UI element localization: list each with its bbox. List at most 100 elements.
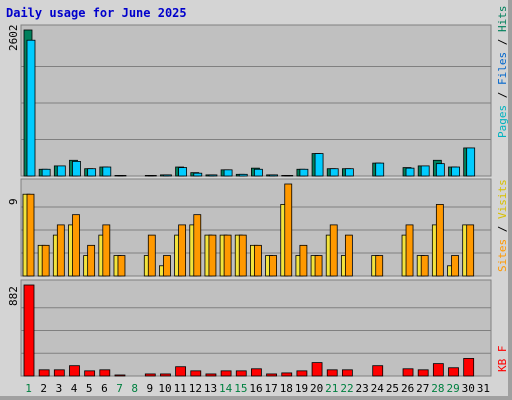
- files-bar: [254, 168, 263, 177]
- files-bar: [466, 147, 476, 177]
- files-bar: [314, 153, 324, 177]
- day-label: 21: [325, 382, 338, 395]
- kbytes-bar: [417, 369, 429, 377]
- day-label: 31: [477, 382, 490, 395]
- files-bar: [208, 174, 218, 177]
- kbytes-bar: [114, 374, 126, 377]
- sites-bar: [26, 193, 35, 277]
- kbytes-bar: [144, 373, 156, 377]
- sites-bar: [147, 234, 156, 277]
- legend-label: KB F: [496, 346, 509, 373]
- day-label: 25: [386, 382, 399, 395]
- sites-bar: [451, 255, 459, 277]
- day-label: 16: [249, 382, 262, 395]
- day-label: 10: [158, 382, 171, 395]
- kbytes-bar: [341, 369, 353, 377]
- files-bar: [178, 167, 188, 177]
- day-label: 1: [25, 382, 32, 395]
- y-max-label: 9: [7, 198, 20, 205]
- kbytes-bar: [448, 367, 459, 377]
- panel-background: [20, 279, 492, 377]
- sites-bar: [314, 255, 323, 277]
- kbytes-bar: [175, 366, 187, 377]
- kbytes-bar: [326, 369, 338, 377]
- day-label: 9: [147, 382, 154, 395]
- sites-bar: [102, 224, 111, 277]
- day-label: 24: [371, 382, 385, 395]
- files-bar: [193, 172, 203, 177]
- sites-bar: [238, 234, 247, 277]
- files-bar: [147, 175, 157, 177]
- sites-bar: [435, 204, 444, 277]
- day-label: 28: [431, 382, 444, 395]
- day-label: 2: [40, 382, 47, 395]
- files-bar: [41, 168, 51, 177]
- kbytes-bar: [38, 369, 50, 377]
- sites-bar: [269, 255, 277, 277]
- sites-bar: [299, 244, 308, 277]
- files-bar: [375, 162, 385, 177]
- sites-bar: [284, 183, 293, 277]
- files-bar: [420, 165, 430, 177]
- sites-bar: [163, 255, 171, 277]
- day-label: 15: [234, 382, 247, 395]
- sites-bar: [87, 244, 96, 277]
- kbytes-bar: [296, 370, 308, 377]
- day-label: 27: [416, 382, 429, 395]
- day-label: 5: [86, 382, 93, 395]
- kbytes-bar: [160, 373, 171, 377]
- kbytes-bar: [99, 369, 111, 377]
- kbytes-bar: [84, 370, 96, 377]
- day-label: 14: [219, 382, 233, 395]
- sites-bar: [117, 255, 126, 277]
- kbytes-bar: [53, 369, 65, 377]
- kbytes-bar: [372, 365, 384, 377]
- kbytes-bar: [220, 370, 232, 377]
- files-bar: [344, 168, 354, 177]
- chart-title: Daily usage for June 2025: [6, 6, 187, 20]
- day-label: 26: [401, 382, 414, 395]
- y-max-label: 2602: [7, 25, 20, 52]
- files-bar: [102, 166, 112, 177]
- files-bar: [87, 168, 97, 177]
- day-label: 12: [189, 382, 202, 395]
- kbytes-bar: [281, 372, 293, 377]
- kbytes-bar: [190, 370, 202, 377]
- files-bar: [299, 168, 309, 177]
- day-label: 7: [116, 382, 123, 395]
- day-label: 6: [101, 382, 108, 395]
- files-bar: [72, 161, 81, 177]
- sites-bar: [56, 224, 65, 277]
- day-label: 19: [295, 382, 308, 395]
- files-bar: [238, 173, 248, 177]
- kbytes-bar: [235, 370, 247, 377]
- files-bar: [56, 165, 66, 177]
- sites-bar: [329, 224, 338, 277]
- sites-bar: [41, 244, 50, 277]
- files-bar: [405, 167, 415, 177]
- kbytes-bar: [463, 358, 475, 377]
- y-max-label: 882: [7, 286, 20, 306]
- day-label: 29: [446, 382, 459, 395]
- files-bar: [329, 168, 339, 177]
- day-label: 11: [174, 382, 187, 395]
- kbytes-bar: [23, 284, 35, 377]
- sites-bar: [344, 234, 353, 277]
- day-label: 3: [56, 382, 63, 395]
- day-label: 18: [280, 382, 293, 395]
- sites-bar: [178, 224, 187, 277]
- files-bar: [284, 175, 294, 177]
- kbytes-bar: [266, 373, 277, 377]
- files-bar: [117, 175, 127, 177]
- day-label: 17: [265, 382, 278, 395]
- sites-bar: [375, 255, 384, 277]
- sites-bar: [254, 244, 262, 277]
- panel-background: [20, 24, 492, 177]
- sites-bar: [208, 234, 217, 277]
- kbytes-bar: [205, 373, 217, 377]
- legend-label: Sites / Visits: [496, 179, 509, 272]
- day-label: 13: [204, 382, 217, 395]
- sites-bar: [420, 255, 429, 277]
- day-label: 4: [71, 382, 78, 395]
